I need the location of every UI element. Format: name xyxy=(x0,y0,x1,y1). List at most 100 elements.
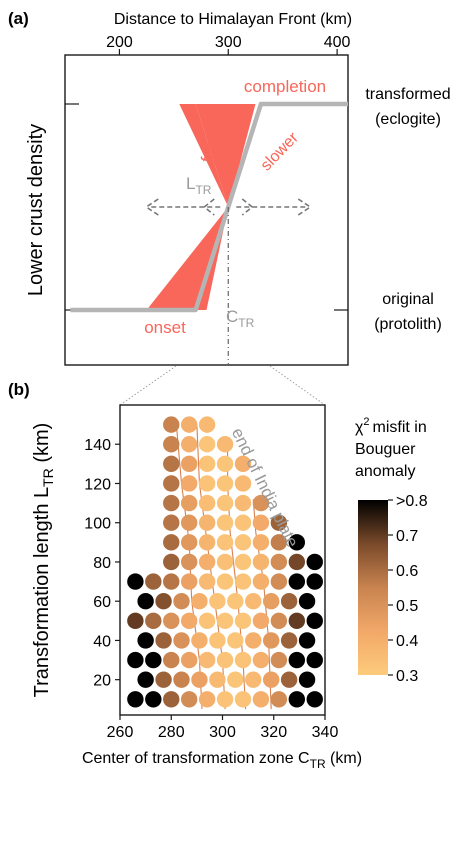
misfit-point xyxy=(180,455,198,473)
misfit-point xyxy=(180,612,198,630)
misfit-point xyxy=(270,651,288,669)
colorbar-title-line3: anomaly xyxy=(355,463,415,480)
panel-b-y-tick-label: 120 xyxy=(84,476,111,493)
misfit-point xyxy=(216,553,234,571)
misfit-point xyxy=(198,475,216,492)
panel-b-x-tick-label: 280 xyxy=(158,724,185,741)
misfit-point xyxy=(155,632,172,649)
colorbar-tick-label: 0.6 xyxy=(396,563,418,580)
panel-b-y-tick-label: 60 xyxy=(93,594,111,611)
misfit-point xyxy=(127,651,144,669)
misfit-point xyxy=(234,553,252,571)
misfit-point xyxy=(270,691,288,708)
misfit-point xyxy=(191,632,208,649)
misfit-point xyxy=(262,671,280,688)
misfit-point xyxy=(198,612,216,630)
misfit-point xyxy=(163,651,180,669)
misfit-point xyxy=(137,671,154,688)
misfit-point xyxy=(252,514,270,531)
misfit-point xyxy=(198,514,216,531)
panel-b-x-ticks: 260 280 300 320 340 xyxy=(107,715,339,741)
misfit-point xyxy=(145,651,162,669)
misfit-point xyxy=(173,671,190,688)
misfit-point xyxy=(198,455,216,473)
misfit-point xyxy=(288,573,306,590)
panel-b-label: (b) xyxy=(8,380,30,399)
misfit-point xyxy=(180,553,198,571)
misfit-point xyxy=(288,691,306,708)
misfit-point xyxy=(216,573,234,590)
misfit-point xyxy=(306,573,323,590)
misfit-point xyxy=(280,671,298,688)
panel-b-y-tick-label: 20 xyxy=(93,673,111,690)
panel-b-points xyxy=(127,416,323,708)
misfit-point xyxy=(180,534,198,551)
panel-a-frame xyxy=(64,54,349,366)
colorbar-title-line2: Bouguer xyxy=(355,441,416,458)
misfit-point xyxy=(191,671,208,688)
misfit-point xyxy=(245,671,262,688)
level-protolith-label: (protolith) xyxy=(374,316,442,333)
misfit-point xyxy=(270,553,288,571)
panel-a-top-tick-label: 400 xyxy=(324,34,351,51)
misfit-point xyxy=(127,612,144,630)
colorbar-tick-label: 0.5 xyxy=(396,598,418,615)
envelope-slower xyxy=(195,104,256,207)
level-transformed-label: transformed xyxy=(365,86,450,103)
misfit-point xyxy=(163,612,180,630)
misfit-point xyxy=(252,573,270,590)
misfit-point xyxy=(234,691,252,708)
colorbar-title-line1: χ2 misfit in xyxy=(355,416,427,436)
misfit-point xyxy=(270,573,288,590)
misfit-point xyxy=(280,632,298,649)
misfit-point xyxy=(127,573,144,590)
misfit-point xyxy=(163,455,180,473)
misfit-point xyxy=(198,691,216,708)
misfit-point xyxy=(234,573,252,590)
misfit-point xyxy=(163,553,180,571)
misfit-point xyxy=(252,691,270,708)
misfit-point xyxy=(245,632,262,649)
panel-b-x-tick-label: 340 xyxy=(312,724,339,741)
misfit-point xyxy=(209,632,226,649)
misfit-point xyxy=(288,612,306,630)
misfit-point xyxy=(270,612,288,630)
misfit-point xyxy=(163,691,180,708)
misfit-point xyxy=(306,651,323,669)
misfit-point xyxy=(180,436,198,453)
misfit-point xyxy=(216,691,234,708)
misfit-point xyxy=(270,534,288,551)
misfit-point xyxy=(173,593,190,610)
panel-b-y-axis-title: Transformation length LTR (km) xyxy=(31,423,56,698)
panel-a-arrows xyxy=(144,198,312,216)
misfit-point xyxy=(216,651,234,669)
misfit-point xyxy=(216,494,234,512)
misfit-point xyxy=(234,475,252,492)
misfit-point xyxy=(270,514,288,531)
misfit-point xyxy=(163,514,180,531)
colorbar-tick-label: 0.3 xyxy=(396,668,418,685)
misfit-point xyxy=(173,632,190,649)
misfit-point xyxy=(288,651,306,669)
misfit-point xyxy=(262,632,280,649)
misfit-point xyxy=(216,534,234,551)
misfit-point xyxy=(163,416,180,433)
misfit-point xyxy=(216,514,234,531)
misfit-point xyxy=(198,534,216,551)
misfit-point xyxy=(252,534,270,551)
misfit-contour xyxy=(175,424,203,710)
misfit-point xyxy=(180,573,198,590)
misfit-point xyxy=(198,553,216,571)
misfit-point xyxy=(234,494,252,512)
misfit-point xyxy=(180,494,198,512)
misfit-point xyxy=(180,416,198,433)
colorbar-tick-label: 0.7 xyxy=(396,528,418,545)
misfit-point xyxy=(234,534,252,551)
misfit-point xyxy=(163,534,180,551)
misfit-point xyxy=(180,691,198,708)
zoom-line-left xyxy=(119,365,177,406)
misfit-point xyxy=(216,455,234,473)
colorbar xyxy=(358,500,388,675)
panel-b-x-tick-label: 320 xyxy=(260,724,287,741)
colorbar-tick-label: >0.8 xyxy=(396,493,428,510)
